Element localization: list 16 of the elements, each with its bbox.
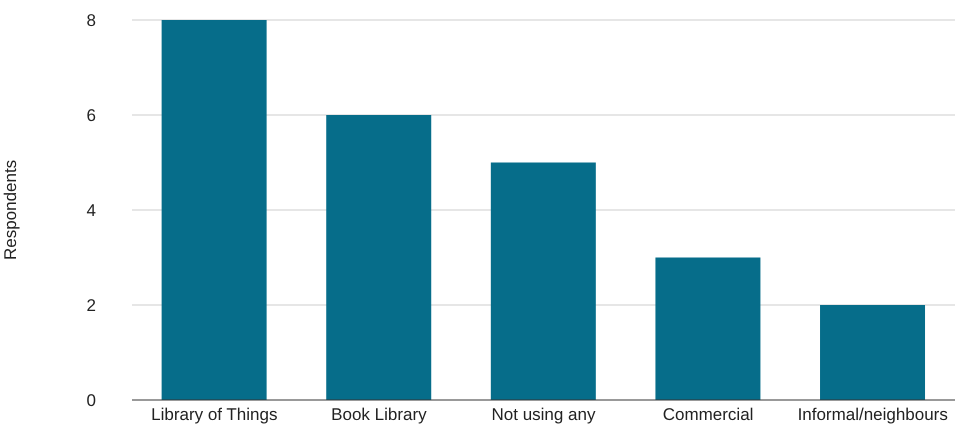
x-tick-label: Commercial	[662, 405, 754, 424]
bar	[820, 305, 926, 400]
y-tick-label: 6	[86, 106, 96, 126]
y-tick-label: 8	[86, 11, 96, 30]
x-tick-label: Informal/neighbours	[798, 405, 948, 424]
y-tick-label: 0	[86, 391, 96, 410]
y-tick-label: 2	[86, 296, 96, 316]
x-tick-label: Library of Things	[151, 405, 278, 424]
y-tick-label: 4	[86, 201, 96, 220]
bar	[162, 20, 267, 400]
bar	[655, 258, 760, 400]
x-tick-label: Not using any	[492, 405, 596, 424]
bar	[326, 115, 432, 400]
x-tick-label: Book Library	[331, 405, 428, 424]
bar	[490, 162, 596, 400]
y-axis-title: Respondents	[1, 160, 20, 260]
